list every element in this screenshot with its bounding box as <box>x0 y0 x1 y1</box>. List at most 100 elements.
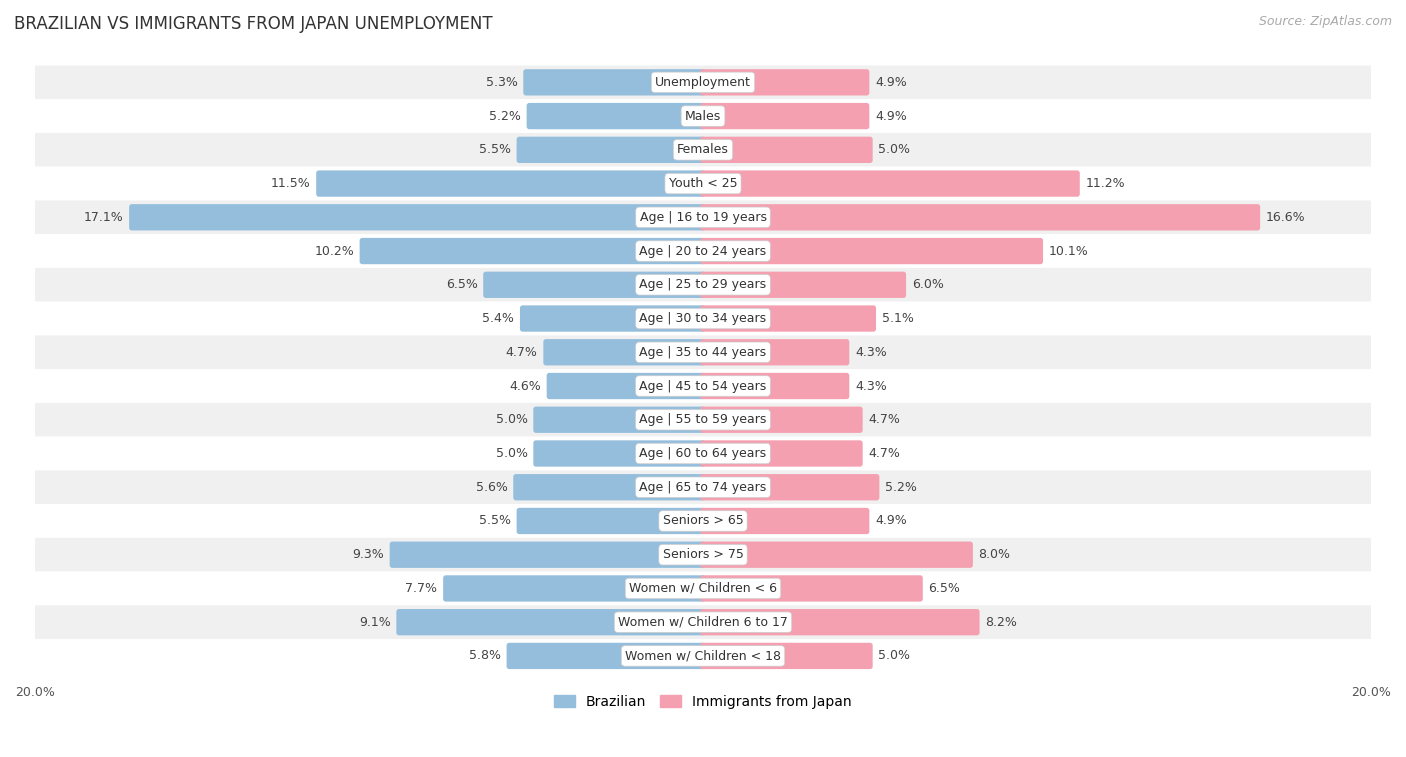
Text: 6.5%: 6.5% <box>928 582 960 595</box>
FancyBboxPatch shape <box>35 369 1371 403</box>
Text: Age | 35 to 44 years: Age | 35 to 44 years <box>640 346 766 359</box>
Text: Males: Males <box>685 110 721 123</box>
FancyBboxPatch shape <box>316 170 706 197</box>
FancyBboxPatch shape <box>35 639 1371 673</box>
Text: 4.3%: 4.3% <box>855 379 887 393</box>
FancyBboxPatch shape <box>700 339 849 366</box>
FancyBboxPatch shape <box>700 69 869 95</box>
Text: 5.2%: 5.2% <box>489 110 522 123</box>
FancyBboxPatch shape <box>129 204 706 230</box>
FancyBboxPatch shape <box>700 609 980 635</box>
FancyBboxPatch shape <box>700 508 869 534</box>
FancyBboxPatch shape <box>35 234 1371 268</box>
FancyBboxPatch shape <box>700 238 1043 264</box>
Text: 5.8%: 5.8% <box>470 650 501 662</box>
Text: Age | 60 to 64 years: Age | 60 to 64 years <box>640 447 766 460</box>
Text: 17.1%: 17.1% <box>84 210 124 224</box>
FancyBboxPatch shape <box>700 541 973 568</box>
Text: 4.9%: 4.9% <box>875 515 907 528</box>
FancyBboxPatch shape <box>700 137 873 163</box>
Text: 9.3%: 9.3% <box>353 548 384 561</box>
FancyBboxPatch shape <box>35 504 1371 537</box>
Text: 8.0%: 8.0% <box>979 548 1011 561</box>
FancyBboxPatch shape <box>35 470 1371 504</box>
Text: 11.2%: 11.2% <box>1085 177 1125 190</box>
Text: BRAZILIAN VS IMMIGRANTS FROM JAPAN UNEMPLOYMENT: BRAZILIAN VS IMMIGRANTS FROM JAPAN UNEMP… <box>14 15 492 33</box>
FancyBboxPatch shape <box>35 133 1371 167</box>
FancyBboxPatch shape <box>35 99 1371 133</box>
Text: 10.2%: 10.2% <box>314 245 354 257</box>
Text: Age | 20 to 24 years: Age | 20 to 24 years <box>640 245 766 257</box>
Text: 5.0%: 5.0% <box>496 447 527 460</box>
Text: 6.5%: 6.5% <box>446 279 478 291</box>
FancyBboxPatch shape <box>35 301 1371 335</box>
FancyBboxPatch shape <box>547 373 706 399</box>
FancyBboxPatch shape <box>35 167 1371 201</box>
Text: 5.4%: 5.4% <box>482 312 515 325</box>
Text: Unemployment: Unemployment <box>655 76 751 89</box>
Text: Age | 65 to 74 years: Age | 65 to 74 years <box>640 481 766 494</box>
FancyBboxPatch shape <box>700 474 879 500</box>
FancyBboxPatch shape <box>700 305 876 332</box>
FancyBboxPatch shape <box>700 204 1260 230</box>
Text: 6.0%: 6.0% <box>911 279 943 291</box>
FancyBboxPatch shape <box>533 407 706 433</box>
Text: Females: Females <box>678 143 728 157</box>
FancyBboxPatch shape <box>35 335 1371 369</box>
FancyBboxPatch shape <box>513 474 706 500</box>
FancyBboxPatch shape <box>700 272 905 298</box>
Text: Age | 16 to 19 years: Age | 16 to 19 years <box>640 210 766 224</box>
FancyBboxPatch shape <box>360 238 706 264</box>
Text: 11.5%: 11.5% <box>271 177 311 190</box>
Text: 5.0%: 5.0% <box>879 650 910 662</box>
Text: 5.1%: 5.1% <box>882 312 914 325</box>
Text: 5.2%: 5.2% <box>884 481 917 494</box>
Text: 7.7%: 7.7% <box>405 582 437 595</box>
FancyBboxPatch shape <box>389 541 706 568</box>
FancyBboxPatch shape <box>700 170 1080 197</box>
Legend: Brazilian, Immigrants from Japan: Brazilian, Immigrants from Japan <box>548 689 858 714</box>
Text: 10.1%: 10.1% <box>1049 245 1088 257</box>
FancyBboxPatch shape <box>700 407 863 433</box>
Text: 4.9%: 4.9% <box>875 110 907 123</box>
Text: Age | 30 to 34 years: Age | 30 to 34 years <box>640 312 766 325</box>
FancyBboxPatch shape <box>700 103 869 129</box>
Text: Age | 55 to 59 years: Age | 55 to 59 years <box>640 413 766 426</box>
FancyBboxPatch shape <box>443 575 706 602</box>
Text: 5.5%: 5.5% <box>479 143 510 157</box>
FancyBboxPatch shape <box>533 441 706 466</box>
Text: 4.7%: 4.7% <box>869 447 900 460</box>
Text: Seniors > 75: Seniors > 75 <box>662 548 744 561</box>
FancyBboxPatch shape <box>520 305 706 332</box>
FancyBboxPatch shape <box>35 437 1371 470</box>
FancyBboxPatch shape <box>35 537 1371 572</box>
FancyBboxPatch shape <box>484 272 706 298</box>
FancyBboxPatch shape <box>35 268 1371 301</box>
Text: 5.6%: 5.6% <box>475 481 508 494</box>
Text: 16.6%: 16.6% <box>1265 210 1305 224</box>
Text: 5.5%: 5.5% <box>479 515 510 528</box>
FancyBboxPatch shape <box>35 66 1371 99</box>
Text: Women w/ Children < 18: Women w/ Children < 18 <box>626 650 780 662</box>
Text: 5.3%: 5.3% <box>485 76 517 89</box>
Text: 5.0%: 5.0% <box>496 413 527 426</box>
FancyBboxPatch shape <box>523 69 706 95</box>
FancyBboxPatch shape <box>700 575 922 602</box>
Text: Source: ZipAtlas.com: Source: ZipAtlas.com <box>1258 15 1392 28</box>
FancyBboxPatch shape <box>700 373 849 399</box>
FancyBboxPatch shape <box>527 103 706 129</box>
FancyBboxPatch shape <box>700 643 873 669</box>
Text: 8.2%: 8.2% <box>986 615 1017 629</box>
Text: Age | 25 to 29 years: Age | 25 to 29 years <box>640 279 766 291</box>
Text: Women w/ Children < 6: Women w/ Children < 6 <box>628 582 778 595</box>
FancyBboxPatch shape <box>516 137 706 163</box>
FancyBboxPatch shape <box>35 201 1371 234</box>
FancyBboxPatch shape <box>35 606 1371 639</box>
FancyBboxPatch shape <box>35 403 1371 437</box>
FancyBboxPatch shape <box>516 508 706 534</box>
Text: 4.9%: 4.9% <box>875 76 907 89</box>
Text: 5.0%: 5.0% <box>879 143 910 157</box>
Text: 4.3%: 4.3% <box>855 346 887 359</box>
Text: 4.6%: 4.6% <box>509 379 541 393</box>
Text: Youth < 25: Youth < 25 <box>669 177 737 190</box>
